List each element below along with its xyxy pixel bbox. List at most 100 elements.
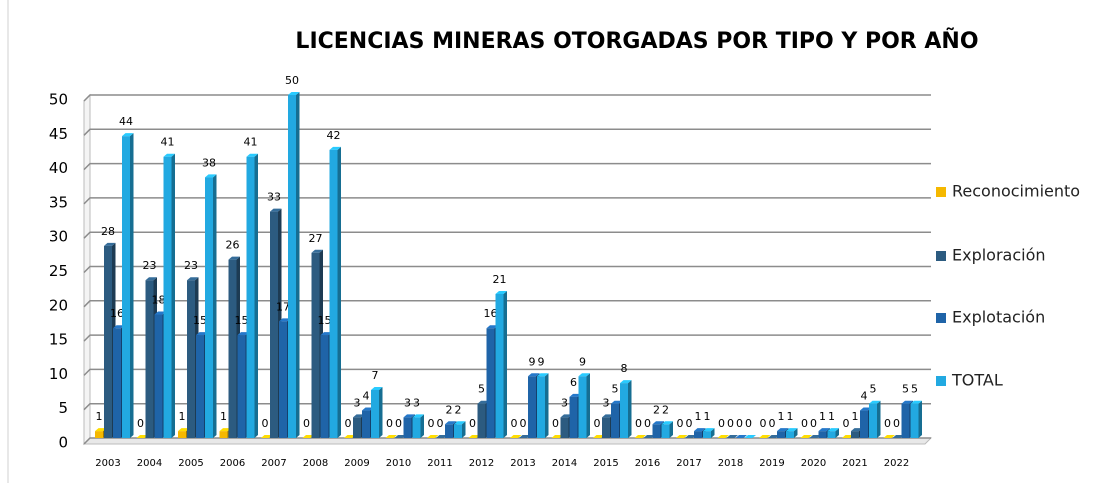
data-label: 2 (446, 403, 453, 416)
legend-label: Explotación (952, 308, 1045, 327)
bar-top (246, 153, 258, 157)
bar-top (510, 435, 522, 438)
bar-side (711, 428, 715, 438)
bar-top (154, 311, 166, 315)
bar-top (685, 435, 697, 438)
bar-top (187, 277, 199, 281)
bar-top (602, 414, 614, 418)
grid-line (83, 94, 931, 102)
bar-side (794, 428, 798, 438)
bar (362, 410, 370, 438)
bar (528, 376, 536, 438)
bar-side (171, 153, 175, 439)
bar-top (205, 174, 217, 178)
bar-top (717, 435, 729, 438)
bar-top (519, 435, 531, 438)
data-label: 3 (561, 396, 568, 409)
bar-top (620, 380, 632, 384)
data-label: 0 (760, 417, 767, 430)
bar-top (611, 400, 623, 404)
data-label: 27 (309, 232, 323, 245)
data-label: 33 (267, 191, 281, 204)
x-tick-label: 2012 (469, 458, 494, 469)
data-label: 1 (828, 410, 835, 423)
bar-top (901, 400, 913, 404)
bar-top (809, 435, 821, 438)
bar (237, 335, 246, 438)
bar (122, 136, 130, 438)
bar-top (786, 428, 798, 432)
data-label: 1 (220, 410, 227, 423)
bar (495, 293, 504, 438)
bar-top (661, 421, 673, 425)
bar-top (329, 146, 341, 150)
bar-top (477, 400, 489, 404)
bar-top (178, 428, 190, 432)
data-label: 0 (736, 417, 743, 430)
data-label: 18 (152, 294, 166, 307)
data-label: 0 (469, 417, 476, 430)
grid-line (83, 128, 931, 136)
data-label: 50 (285, 74, 299, 87)
data-label: 0 (428, 417, 435, 430)
bar-side (130, 133, 134, 438)
bar-top (800, 435, 812, 438)
bar-side (296, 92, 300, 438)
data-label: 23 (184, 259, 198, 272)
grid-line (83, 231, 931, 239)
data-label: 0 (810, 417, 817, 430)
grid-line (83, 402, 931, 411)
data-label: 1 (179, 410, 186, 423)
bar-side (254, 153, 258, 439)
bar (827, 431, 836, 438)
bar (205, 177, 213, 438)
x-tick-label: 2017 (676, 458, 701, 469)
y-tick-label: 35 (49, 193, 68, 211)
grid-line (83, 197, 931, 205)
x-tick-label: 2010 (386, 458, 411, 469)
data-label: 0 (644, 417, 651, 430)
data-label: 15 (318, 314, 332, 327)
y-tick-label: 10 (49, 365, 68, 383)
bar-top (436, 435, 448, 438)
bar-top (528, 373, 540, 377)
data-label: 9 (579, 355, 586, 368)
x-tick-label: 2022 (884, 458, 909, 469)
x-tick-label: 2018 (718, 458, 743, 469)
bar (246, 156, 255, 439)
bar-top (560, 414, 572, 418)
y-tick-label: 0 (58, 434, 68, 452)
bar-top (261, 435, 273, 438)
data-label: 9 (529, 355, 536, 368)
bar-top (676, 435, 688, 438)
bar-side (918, 400, 922, 438)
data-label: 16 (484, 307, 498, 320)
bar-top (320, 332, 332, 336)
bar (145, 280, 154, 438)
bar-top (537, 373, 549, 377)
bar-top (768, 435, 780, 438)
bar (270, 211, 278, 438)
bar-top (113, 325, 125, 329)
data-label: 16 (110, 307, 124, 320)
data-label: 8 (621, 362, 628, 375)
bar-top (759, 435, 771, 438)
bar (288, 95, 296, 438)
bar (371, 389, 379, 438)
bar-top (344, 435, 356, 438)
bar-top (726, 435, 738, 438)
bar-side (877, 400, 881, 438)
data-label: 0 (345, 417, 352, 430)
bar-top (892, 435, 904, 438)
grid-line (83, 265, 931, 274)
bar (578, 376, 587, 438)
bar-top (362, 407, 374, 411)
legend-swatch (936, 376, 946, 386)
y-tick-label: 50 (49, 91, 68, 109)
data-label: 1 (704, 410, 711, 423)
bar-top (910, 400, 922, 404)
bar (652, 424, 661, 438)
data-label: 0 (745, 417, 752, 430)
bar-top (652, 421, 664, 425)
bar-top (883, 435, 895, 438)
